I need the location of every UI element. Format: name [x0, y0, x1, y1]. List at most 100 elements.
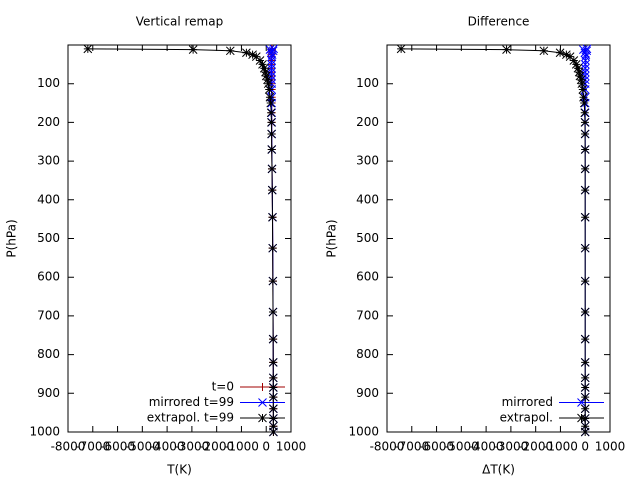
x-axis-label: T(K) — [166, 463, 192, 477]
data-marker — [261, 67, 270, 77]
y-tick-label: 800 — [37, 347, 60, 361]
legend-swatch — [240, 398, 285, 407]
y-tick-label: 600 — [37, 270, 60, 284]
data-marker — [573, 63, 583, 73]
data-marker — [578, 85, 588, 94]
data-marker — [267, 63, 276, 73]
y-tick-label: 300 — [356, 154, 379, 168]
data-marker — [581, 56, 590, 65]
data-marker — [268, 373, 278, 383]
y-tick-label: 500 — [356, 231, 379, 245]
x-tick-label: -4000 — [469, 440, 504, 454]
data-marker — [396, 44, 406, 54]
chart-title: Vertical remap — [136, 15, 223, 29]
data-marker — [266, 108, 276, 118]
data-marker — [265, 92, 275, 102]
data-marker — [580, 164, 590, 174]
y-axis-label: P(hPa) — [325, 219, 339, 257]
y-tick-label: 200 — [37, 115, 60, 129]
legend-swatch — [559, 398, 604, 407]
data-marker — [580, 373, 590, 383]
legend-label: t=0 — [212, 380, 234, 394]
data-marker — [268, 392, 278, 402]
x-tick-label: 1000 — [276, 440, 307, 454]
y-tick-label: 700 — [37, 308, 60, 322]
y-axis-label: P(hPa) — [5, 219, 19, 257]
data-marker — [574, 67, 584, 77]
data-marker — [579, 92, 588, 102]
legend-swatch — [240, 383, 285, 391]
x-tick-label: -7000 — [75, 440, 110, 454]
data-marker — [267, 52, 277, 61]
data-marker — [502, 45, 511, 54]
chart-title: Difference — [468, 15, 530, 29]
y-tick-label: 900 — [37, 386, 60, 400]
x-tick-label: -2000 — [199, 440, 234, 454]
x-tick-label: -8000 — [51, 440, 86, 454]
data-marker — [580, 185, 590, 195]
data-marker — [268, 357, 278, 367]
data-marker — [267, 59, 276, 69]
data-marker — [580, 307, 590, 317]
data-marker — [580, 63, 590, 73]
y-tick-label: 400 — [356, 192, 379, 206]
data-marker — [267, 145, 277, 154]
data-marker — [579, 45, 588, 54]
x-tick-label: 0 — [581, 440, 589, 454]
x-axis-label: ΔT(K) — [482, 463, 515, 477]
data-marker — [539, 46, 549, 56]
series-line — [87, 48, 274, 433]
data-marker — [258, 59, 267, 69]
data-marker — [267, 67, 276, 77]
legend-swatch — [240, 413, 285, 423]
data-marker — [580, 59, 590, 69]
data-marker — [267, 118, 276, 127]
plot-border — [386, 44, 611, 433]
data-marker — [268, 383, 278, 392]
y-tick-label: 100 — [37, 76, 60, 90]
data-marker — [263, 79, 273, 89]
data-marker — [580, 427, 590, 437]
data-marker — [580, 392, 590, 402]
y-tick-label: 300 — [37, 154, 60, 168]
x-tick-label: -8000 — [370, 440, 405, 454]
data-marker — [580, 67, 590, 77]
y-tick-label: 1000 — [348, 425, 379, 439]
data-marker — [580, 118, 590, 127]
y-tick-label: 200 — [356, 115, 379, 129]
data-marker — [575, 71, 585, 81]
data-marker — [267, 56, 277, 65]
data-marker — [581, 52, 591, 61]
data-marker — [225, 46, 235, 56]
data-marker — [580, 334, 590, 344]
data-marker — [268, 243, 278, 253]
data-marker — [259, 63, 269, 73]
y-tick-label: 400 — [37, 192, 60, 206]
x-tick-label: -4000 — [150, 440, 185, 454]
x-tick-label: -1000 — [224, 440, 259, 454]
data-marker — [268, 276, 278, 286]
x-tick-label: -2000 — [518, 440, 553, 454]
x-tick-label: -3000 — [174, 440, 209, 454]
data-marker — [577, 79, 587, 89]
legend-swatch — [559, 413, 604, 423]
data-marker — [255, 56, 265, 65]
data-marker — [265, 45, 275, 54]
y-tick-label: 700 — [356, 308, 379, 322]
data-marker — [188, 45, 198, 54]
data-marker — [580, 383, 590, 392]
data-marker — [268, 334, 278, 344]
data-marker — [269, 427, 278, 437]
data-marker — [571, 59, 581, 69]
data-marker — [261, 71, 271, 81]
y-tick-label: 600 — [356, 270, 379, 284]
x-tick-label: -3000 — [493, 440, 528, 454]
legend-label: extrapol. t=99 — [147, 411, 234, 425]
plot-border — [67, 44, 292, 433]
data-marker — [268, 404, 278, 414]
data-marker — [263, 75, 272, 85]
legend-label: mirrored t=99 — [149, 395, 234, 409]
data-marker — [576, 75, 586, 85]
y-tick-label: 500 — [37, 231, 60, 245]
